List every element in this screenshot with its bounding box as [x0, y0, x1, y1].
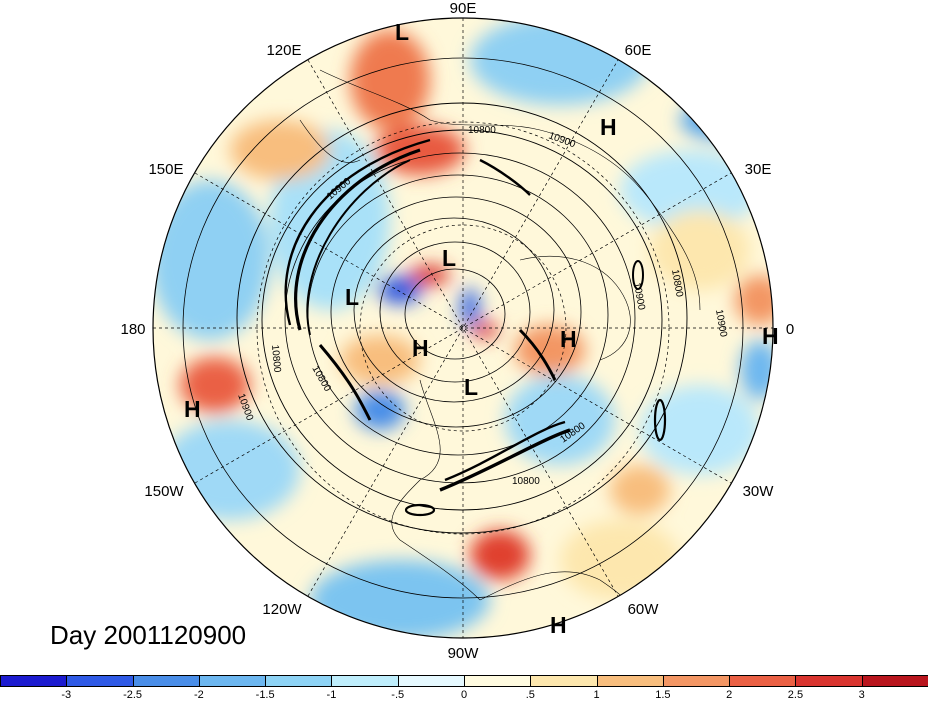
low-pressure-marker: L [345, 284, 359, 310]
high-pressure-marker: H [184, 396, 201, 422]
colorbar-swatch [596, 675, 664, 687]
low-pressure-marker: L [442, 245, 456, 271]
lon-label-180: 180 [120, 321, 145, 338]
high-pressure-marker: H [560, 326, 577, 352]
colorbar-swatch [265, 675, 333, 687]
height-contours [182, 57, 744, 599]
colorbar-tick-label: -2 [193, 689, 204, 701]
colorbar-tick-label: -2.5 [123, 689, 143, 701]
colorbar-tick-label: -3 [61, 689, 72, 701]
high-pressure-marker: H [550, 612, 567, 638]
contour-label: 10800 [468, 125, 496, 136]
high-pressure-marker: H [412, 335, 429, 361]
lon-label-30e: 30E [745, 161, 772, 178]
lon-label-0: 0 [786, 321, 794, 338]
colorbar-swatch [861, 675, 928, 687]
contour-label: 10800 [269, 344, 282, 373]
lon-label-120e: 120E [266, 42, 301, 59]
lon-label-150e: 150E [148, 161, 183, 178]
polar-map: 90E 60E 30E 0 30W 60W 90W 120W 150W 180 … [120, 0, 794, 662]
colorbar-swatch [530, 675, 598, 687]
colorbar-swatch [464, 675, 532, 687]
colorbar-swatch [795, 675, 863, 687]
lon-label-120w: 120W [262, 601, 302, 618]
low-pressure-marker: L [395, 19, 409, 45]
colorbar-swatch [397, 675, 465, 687]
coastlines [299, 69, 701, 638]
anomaly-field [153, 18, 773, 638]
lon-label-150w: 150W [144, 483, 184, 500]
contour-label: 10900 [713, 309, 729, 339]
colorbar-tick-label: 3 [858, 689, 865, 701]
colorbar-swatch [198, 675, 267, 687]
colorbar-swatch [662, 675, 731, 687]
colorbar-tick-label: -.5 [391, 689, 405, 701]
colorbar-tick-label: .5 [525, 689, 535, 701]
colorbar-tick-label: 1.5 [655, 689, 671, 701]
contour-label: 10800 [512, 476, 540, 487]
colorbar-swatch [0, 675, 68, 687]
colorbar-tick-label: -1.5 [255, 689, 275, 701]
colorbar-swatch [66, 675, 134, 687]
colorbar: -3 -2.5 -2 -1.5 -1 -.5 0 .5 1 1.5 2 2.5 3 [0, 675, 928, 702]
contour-label: 10800 [669, 269, 685, 299]
colorbar-tick-label: -1 [326, 689, 337, 701]
colorbar-swatch [132, 675, 200, 687]
day-label: Day 2001120900 [50, 620, 247, 650]
colorbar-tick-label: 2 [726, 689, 733, 701]
colorbar-tick-label: 0 [460, 689, 468, 701]
colorbar-tick-label: 2.5 [787, 689, 804, 701]
lon-label-90e: 90E [450, 0, 477, 17]
high-pressure-marker: H [600, 114, 617, 140]
lon-label-90w: 90W [448, 645, 480, 662]
colorbar-swatch [729, 675, 797, 687]
contour-label: 10900 [631, 282, 647, 312]
map-boundary [152, 17, 774, 639]
lon-label-60w: 60W [628, 601, 660, 618]
lon-label-30w: 30W [743, 483, 775, 500]
high-pressure-marker: H [762, 323, 779, 349]
lon-label-60e: 60E [625, 42, 652, 59]
colorbar-swatch [331, 675, 399, 687]
low-pressure-marker: L [464, 374, 478, 400]
colorbar-tick-label: 1 [593, 689, 600, 701]
lat-lon-grid [153, 18, 773, 638]
